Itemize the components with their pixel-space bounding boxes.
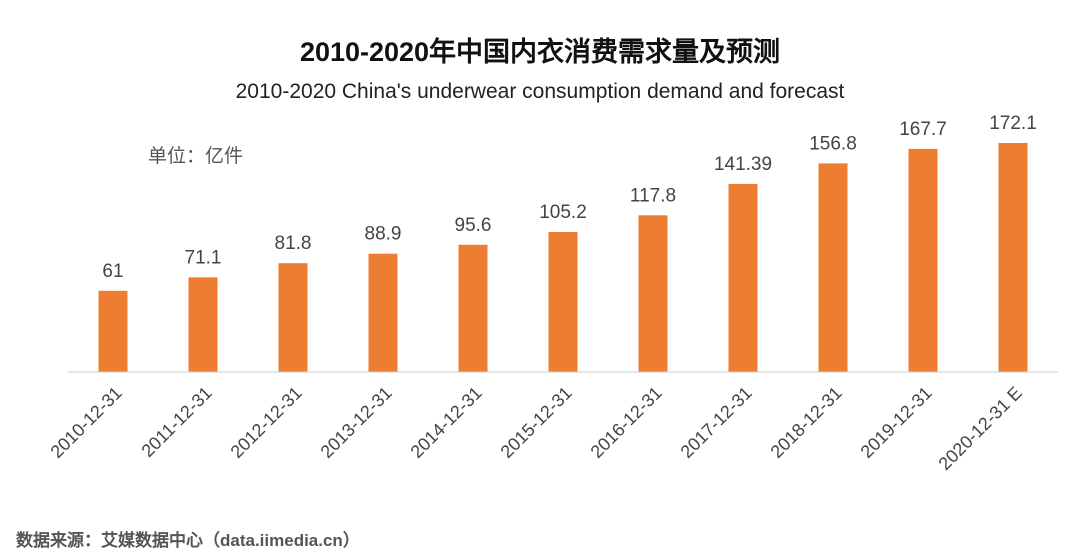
value-label-5: 105.2 — [539, 202, 587, 223]
value-label-1: 71.1 — [185, 247, 222, 268]
source-note: 数据来源：艾媒数据中心（data.iimedia.cn） — [16, 531, 360, 550]
value-label-6: 117.8 — [630, 185, 676, 206]
x-tick-label-10: 2020-12-31 E — [935, 383, 1026, 474]
bar-1 — [188, 277, 218, 372]
x-tick-label-2: 2012-12-31 — [227, 383, 306, 462]
chart-subtitle: 2010-2020 China's underwear consumption … — [235, 80, 845, 103]
bar-2 — [278, 263, 308, 372]
x-tick-label-9: 2019-12-31 — [857, 383, 936, 462]
bar-8 — [818, 163, 848, 372]
bars-layer — [98, 143, 1028, 372]
value-label-3: 88.9 — [365, 224, 402, 245]
x-tick-label-1: 2011-12-31 — [138, 383, 216, 461]
value-label-9: 167.7 — [899, 119, 947, 140]
bar-0 — [98, 290, 128, 372]
value-label-4: 95.6 — [455, 215, 492, 236]
x-tick-label-4: 2014-12-31 — [407, 383, 486, 462]
x-tick-label-6: 2016-12-31 — [587, 383, 666, 462]
unit-label: 单位：亿件 — [148, 146, 244, 167]
chart-title: 2010-2020年中国内衣消费需求量及预测 — [299, 37, 781, 67]
x-tick-label-8: 2018-12-31 — [767, 383, 846, 462]
value-label-7: 141.39 — [714, 154, 772, 175]
value-label-0: 61 — [102, 261, 123, 282]
x-tick-label-7: 2017-12-31 — [677, 383, 756, 462]
value-label-2: 81.8 — [275, 233, 312, 254]
value-label-8: 156.8 — [809, 133, 857, 154]
bar-10 — [998, 143, 1028, 372]
bar-9 — [908, 148, 938, 372]
bar-6 — [638, 215, 668, 372]
x-tick-label-3: 2013-12-31 — [317, 383, 396, 462]
x-tick-label-5: 2015-12-31 — [497, 383, 576, 462]
x-tick-label-0: 2010-12-31 — [47, 383, 126, 462]
bar-5 — [548, 232, 578, 372]
bar-3 — [368, 253, 398, 372]
value-label-10: 172.1 — [989, 113, 1037, 134]
bar-4 — [458, 244, 488, 372]
bar-7 — [728, 183, 758, 372]
